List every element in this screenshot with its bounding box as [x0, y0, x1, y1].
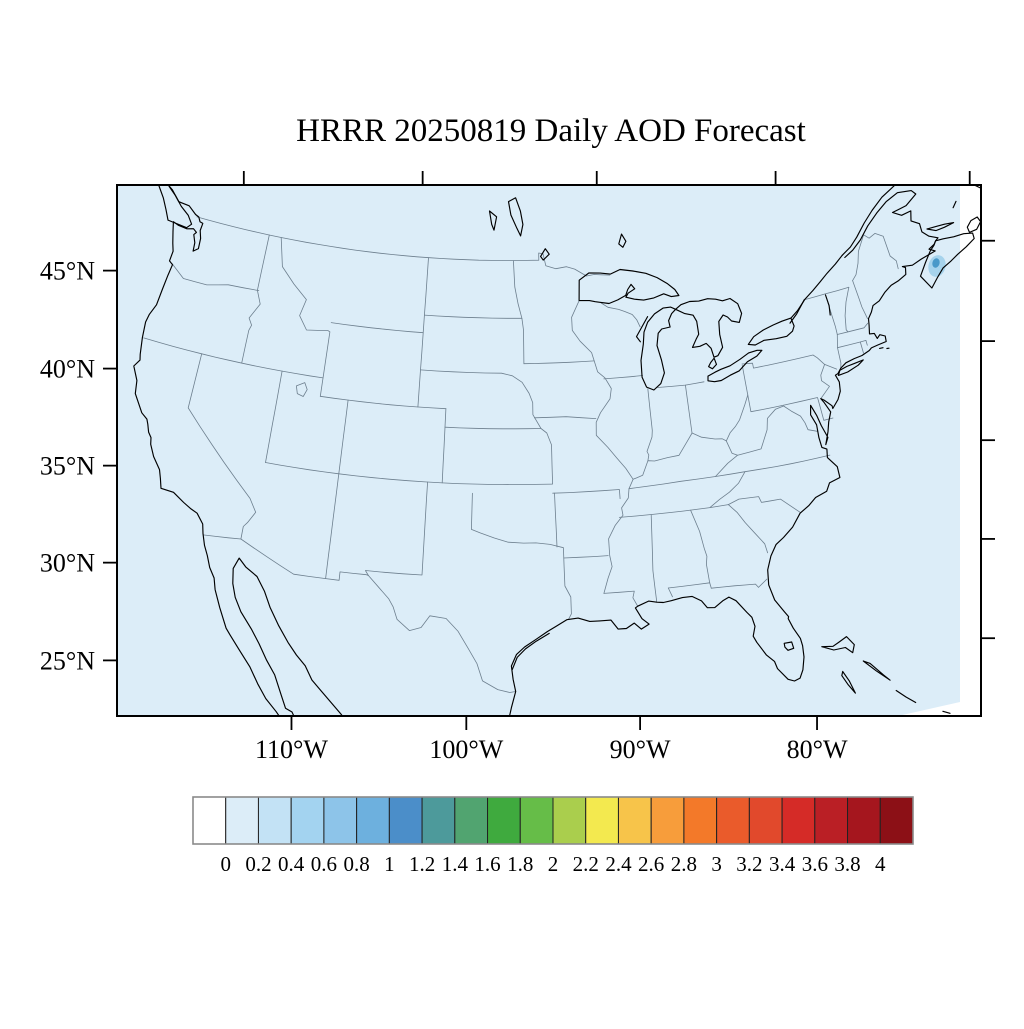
colorbar-cell: [324, 797, 357, 844]
colorbar-cell: [618, 797, 651, 844]
colorbar-cell: [520, 797, 553, 844]
colorbar-cell: [815, 797, 848, 844]
aod-field-background: [59, 185, 960, 716]
colorbar-tick-label: 1.4: [442, 852, 469, 876]
colorbar-cell: [880, 797, 913, 844]
lon-tick-label: 110°W: [255, 735, 328, 764]
colorbar-tick-label: 2.4: [605, 852, 632, 876]
colorbar-tick-label: 0: [220, 852, 231, 876]
colorbar-cell: [553, 797, 586, 844]
lon-tick-label: 90°W: [610, 735, 671, 764]
lat-tick-label: 30°N: [40, 549, 95, 578]
colorbar-tick-label: 3.8: [834, 852, 860, 876]
lat-tick-label: 40°N: [40, 355, 95, 384]
colorbar-tick-label: 2.2: [573, 852, 599, 876]
colorbar-cell: [488, 797, 521, 844]
colorbar-tick-label: 0.2: [245, 852, 271, 876]
colorbar-tick-label: 4: [875, 852, 886, 876]
lat-tick-label: 35°N: [40, 452, 95, 481]
colorbar-cell: [586, 797, 619, 844]
colorbar-cell: [782, 797, 815, 844]
colorbar-tick-label: 3.4: [769, 852, 796, 876]
colorbar-cell: [193, 797, 226, 844]
colorbar-cell: [422, 797, 455, 844]
lon-tick-label: 100°W: [429, 735, 503, 764]
colorbar-tick-label: 1.2: [409, 852, 435, 876]
colorbar-tick-label: 3.2: [736, 852, 762, 876]
colorbar-cell: [717, 797, 750, 844]
colorbar-cell: [848, 797, 881, 844]
colorbar-cell: [226, 797, 259, 844]
colorbar-cell: [749, 797, 782, 844]
colorbar-cell: [455, 797, 488, 844]
colorbar-tick-label: 3.6: [802, 852, 828, 876]
colorbar-tick-label: 1: [384, 852, 395, 876]
colorbar-tick-label: 0.8: [344, 852, 370, 876]
colorbar-tick-label: 3: [711, 852, 722, 876]
colorbar-cell: [389, 797, 422, 844]
colorbar-tick-label: 0.6: [311, 852, 337, 876]
colorbar-tick-label: 1.8: [507, 852, 533, 876]
colorbar-tick-label: 2.8: [671, 852, 697, 876]
colorbar-tick-label: 2.6: [638, 852, 664, 876]
colorbar-cell: [291, 797, 324, 844]
colorbar-tick-label: 2: [548, 852, 559, 876]
map-panel: [59, 162, 983, 757]
coastline-path: [880, 348, 883, 349]
lon-tick-label: 80°W: [787, 735, 848, 764]
colorbar-tick-label: 1.6: [474, 852, 500, 876]
chart-title: HRRR 20250819 Daily AOD Forecast: [296, 113, 806, 149]
lat-tick-label: 25°N: [40, 646, 95, 675]
colorbar-cell: [258, 797, 291, 844]
colorbar-cell: [684, 797, 717, 844]
colorbar-tick-label: 0.4: [278, 852, 305, 876]
lat-tick-label: 45°N: [40, 257, 95, 286]
colorbar-cell: [651, 797, 684, 844]
colorbar-cell: [357, 797, 390, 844]
